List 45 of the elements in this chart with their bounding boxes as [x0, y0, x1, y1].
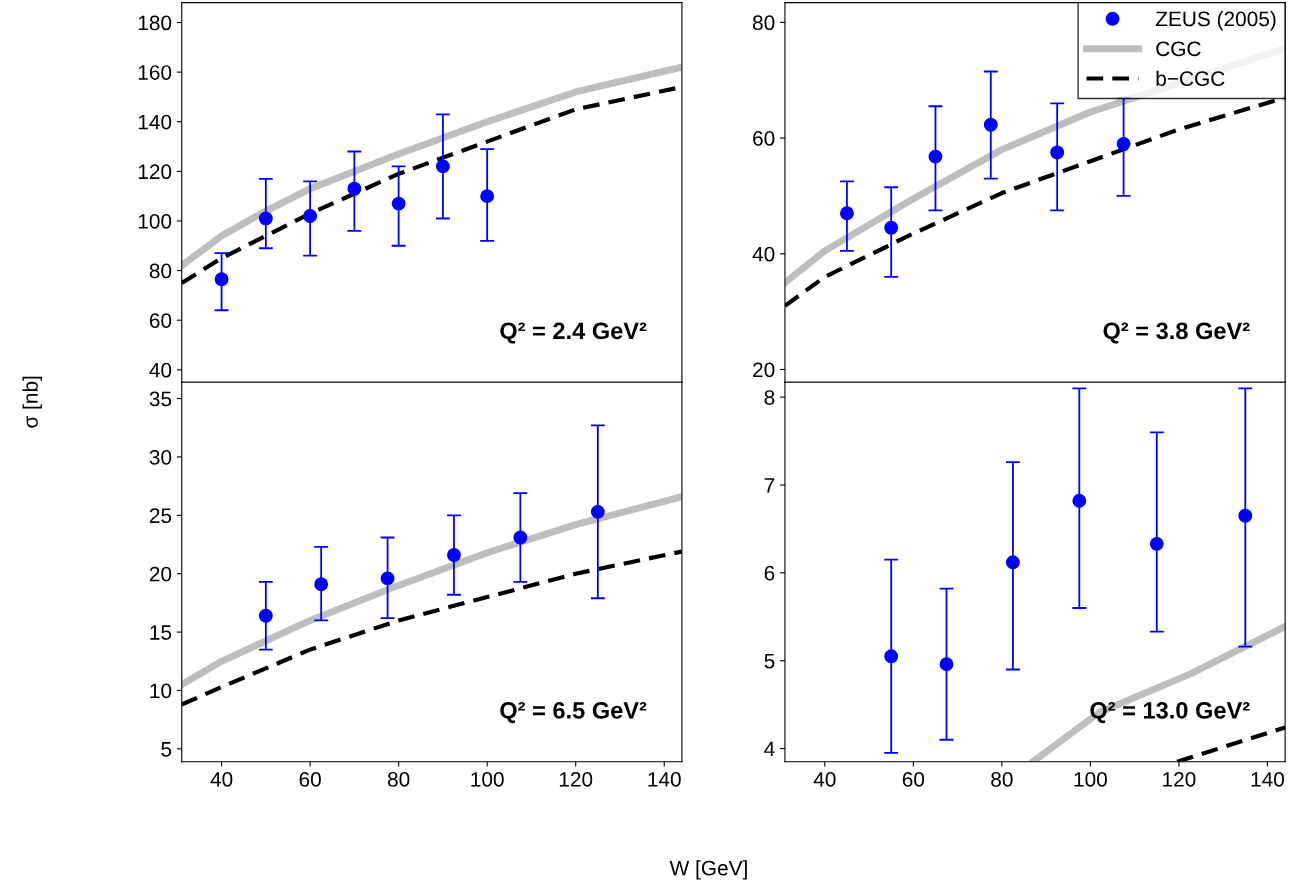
x-tick-label: 40: [210, 772, 233, 787]
y-tick-label: 80: [752, 15, 775, 31]
y-axis-title: σ [nb]: [22, 376, 42, 428]
y-tick-label: 30: [149, 449, 172, 465]
x-tick-label: 80: [387, 772, 410, 787]
y-tick-label: 20: [753, 362, 775, 378]
annotation: Q² = 2.4 GeV²: [500, 322, 647, 344]
y-tick-label: 25: [149, 508, 172, 524]
legend-label: CGC: [1156, 41, 1201, 57]
y-tick-label: 140: [138, 114, 172, 130]
legend-label: ZEUS (2005): [1155, 11, 1276, 31]
y-tick-label: 120: [138, 164, 172, 180]
y-tick-label: 7: [764, 478, 775, 493]
x-tick-label: 40: [813, 772, 836, 787]
y-tick-label: 20: [149, 566, 172, 582]
y-tick-label: 40: [149, 362, 172, 378]
y-tick-label: 40: [752, 246, 775, 262]
y-tick-label: 35: [149, 391, 172, 407]
y-tick-label: 60: [753, 131, 775, 146]
y-tick-label: 5: [764, 653, 775, 669]
annotation: Q² = 13.0 GeV²: [1090, 702, 1250, 724]
annotation: Q² = 3.8 GeV²: [1103, 322, 1250, 344]
x-tick-label: 100: [471, 772, 504, 787]
legend-label: b−CGC: [1156, 70, 1225, 86]
y-tick-label: 100: [138, 213, 172, 229]
y-tick-label: 15: [150, 625, 172, 640]
y-tick-label: 60: [149, 313, 172, 328]
x-tick-label: 60: [902, 772, 925, 787]
x-tick-label: 80: [991, 772, 1013, 787]
x-tick-label: 60: [299, 772, 321, 787]
y-tick-label: 180: [138, 15, 172, 31]
x-tick-label: 100: [1074, 772, 1107, 787]
y-tick-label: 4: [764, 741, 775, 757]
x-tick-label: 120: [1163, 772, 1196, 787]
x-tick-label: 140: [1251, 772, 1284, 787]
x-axis-title: W [GeV]: [669, 860, 747, 880]
y-tick-label: 160: [138, 65, 172, 80]
x-tick-label: 140: [648, 772, 681, 787]
annotation: Q² = 6.5 GeV²: [500, 702, 647, 724]
y-tick-label: 6: [764, 565, 775, 581]
y-tick-label: 80: [149, 263, 172, 279]
x-tick-label: 120: [559, 772, 593, 787]
y-tick-label: 8: [764, 390, 775, 405]
y-tick-label: 10: [150, 683, 172, 699]
y-tick-label: 5: [161, 742, 172, 757]
